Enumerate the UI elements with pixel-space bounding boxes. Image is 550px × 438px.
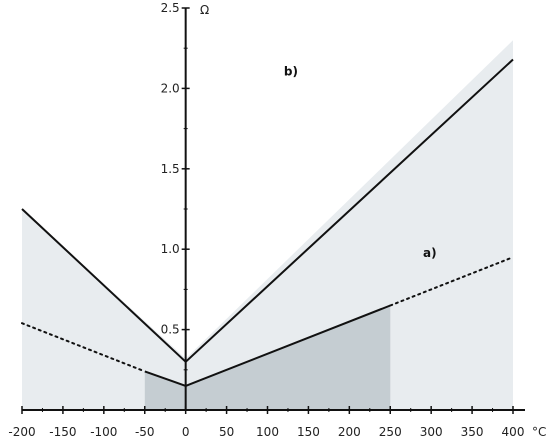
x-tick-label: 100 [256, 425, 279, 438]
x-tick-label: 0 [182, 425, 190, 438]
x-tick-label: 50 [219, 425, 234, 438]
y-tick-label: 1.0 [161, 242, 180, 256]
x-tick-label: 150 [297, 425, 320, 438]
x-tick-label: -200 [8, 425, 35, 438]
y-tick-label: 0.5 [161, 323, 180, 337]
x-tick-label: 250 [379, 425, 402, 438]
y-tick-label: 2.0 [161, 81, 180, 95]
series-annotation-a: a) [423, 246, 437, 260]
x-tick-label: 200 [338, 425, 361, 438]
y-unit-label: Ω [200, 3, 209, 17]
series-line-3 [389, 256, 514, 307]
x-unit-label: °C [532, 425, 546, 438]
x-tick-label: 300 [420, 425, 443, 438]
x-tick-label: 350 [461, 425, 484, 438]
x-tick-label: -100 [90, 425, 117, 438]
axes [21, 7, 525, 414]
x-tick-label: -150 [49, 425, 76, 438]
labels: Ω °C -200 -150 -100 -50 0 50 100 150 200 250 300 35… [8, 1, 546, 438]
band-a [144, 305, 391, 410]
series-annotation-b: b) [284, 65, 298, 79]
y-tick-label: 1.5 [161, 162, 180, 176]
x-tick-label: -50 [135, 425, 155, 438]
x-tick-label: 400 [502, 425, 525, 438]
y-tick-label: 2.5 [161, 1, 180, 15]
series-line-2 [21, 322, 146, 373]
tolerance-bands [22, 40, 513, 410]
